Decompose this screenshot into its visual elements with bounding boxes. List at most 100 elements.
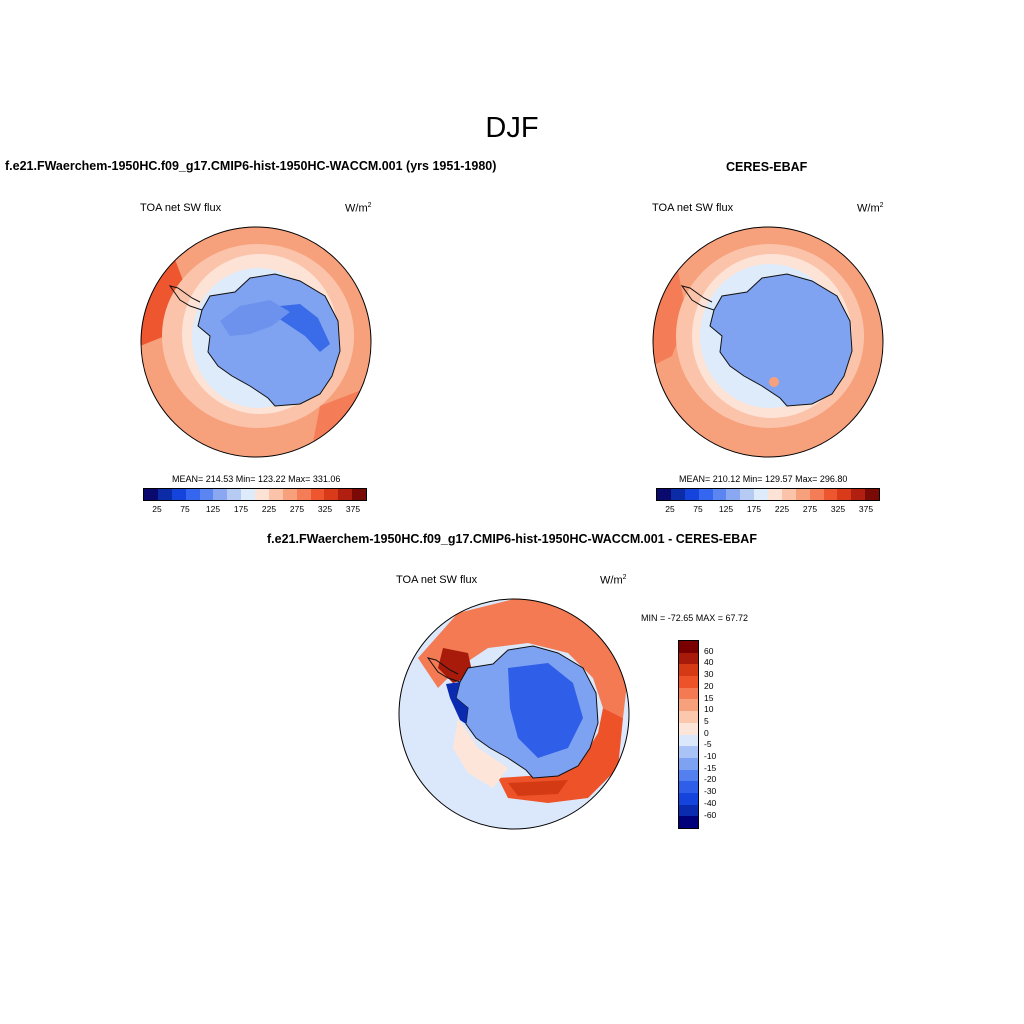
obs-colorbar-tick: 125 — [718, 504, 734, 514]
diff-colorbar-tick: -40 — [704, 797, 717, 808]
diff-colorbar-swatch — [679, 687, 698, 700]
model-colorbar-swatch — [185, 489, 200, 500]
diff-field-right-band — [498, 708, 623, 803]
model-colorbar-tick: 75 — [180, 504, 190, 514]
obs-variable-name: TOA net SW flux — [652, 202, 734, 214]
model-antarctica — [197, 273, 341, 407]
model-colorbar: 25 75 125 175 225 275 325 375 — [143, 488, 367, 515]
obs-colorbar-tick: 75 — [693, 504, 703, 514]
diff-colorbar-tick: -60 — [704, 809, 717, 820]
diff-colorbar-swatch — [679, 664, 698, 677]
obs-colorbar-tick: 375 — [858, 504, 874, 514]
obs-peninsula — [680, 285, 715, 311]
model-ice-mid — [220, 300, 290, 336]
model-colorbar-swatch — [296, 489, 311, 500]
obs-colorbar-tick: 25 — [665, 504, 675, 514]
diff-ice-deep — [508, 663, 583, 758]
obs-colorbar-swatch — [670, 489, 685, 500]
diff-minmax: MIN = -72.65 MAX = 67.72 — [641, 613, 749, 623]
diff-colorbar-swatch — [679, 711, 698, 723]
model-colorbar-tick: 125 — [205, 504, 221, 514]
model-colorbar-tick: 225 — [261, 504, 277, 514]
obs-colorbar-swatch — [684, 489, 699, 500]
obs-colorbar-swatch — [698, 489, 713, 500]
model-colorbar-tick: 275 — [289, 504, 305, 514]
diff-colorbar-tick: 0 — [704, 727, 709, 738]
diff-colorbar-tick: -30 — [704, 786, 717, 797]
obs-antarctica — [709, 273, 853, 407]
obs-colorbar-tick: 225 — [774, 504, 790, 514]
diff-colorbar-swatch — [679, 804, 698, 817]
diff-colorbar-swatch — [679, 722, 698, 735]
diff-map-border — [398, 598, 630, 830]
diff-colorbar-swatch — [679, 641, 698, 653]
model-colorbar-swatch — [268, 489, 283, 500]
obs-colorbar-swatch — [712, 489, 727, 500]
diff-colorbar-swatch — [679, 816, 698, 828]
obs-map-border — [652, 226, 884, 458]
model-variable-name: TOA net SW flux — [140, 202, 222, 214]
diff-polar-map — [398, 598, 630, 830]
diff-colorbar-tick: 10 — [704, 704, 714, 715]
obs-colorbar-tick: 325 — [830, 504, 846, 514]
obs-colorbar: 25 75 125 175 225 275 325 375 — [656, 488, 880, 515]
obs-colorbar-swatch — [837, 489, 852, 500]
model-colorbar-swatch — [171, 489, 186, 500]
diff-peninsula — [426, 657, 461, 683]
diff-colorbar-swatch — [679, 746, 698, 758]
model-colorbar-swatch — [144, 489, 158, 500]
diff-field-left-pink — [453, 718, 508, 788]
diff-field-top-band — [418, 599, 629, 718]
model-colorbar-swatch — [199, 489, 214, 500]
diff-colorbar-swatch — [679, 699, 698, 712]
model-colorbar-swatch — [324, 489, 339, 500]
diff-colorbar-tick: -5 — [704, 739, 712, 750]
model-colorbar-swatch — [338, 489, 353, 500]
diff-colorbar-swatch — [679, 757, 698, 770]
diff-colorbar-tick: -10 — [704, 751, 717, 761]
obs-units: W/m2 — [857, 202, 884, 215]
model-colorbar-swatch — [241, 489, 255, 500]
obs-colorbar-swatch — [851, 489, 866, 500]
obs-polar-map — [652, 226, 884, 458]
model-colorbar-swatch — [157, 489, 172, 500]
season-title: DJF — [485, 112, 539, 144]
model-colorbar-swatch — [310, 489, 325, 500]
diff-colorbar: 60 40 30 20 15 10 5 0 -5 -10 -15 -20 -30 -40 -60 — [678, 640, 716, 829]
model-panel-title: f.e21.FWaerchem-1950HC.f09_g17.CMIP6-his… — [5, 159, 497, 173]
diff-colorbar-swatch — [679, 792, 698, 805]
diff-colorbar-swatch — [679, 734, 698, 747]
obs-colorbar-swatch — [657, 489, 671, 500]
diff-colorbar-tick: -15 — [704, 762, 717, 773]
obs-colorbar-swatch — [809, 489, 824, 500]
obs-colorbar-swatch — [768, 489, 782, 500]
model-peninsula — [168, 285, 203, 311]
diff-colorbar-swatch — [679, 769, 698, 782]
obs-colorbar-tick: 175 — [746, 504, 762, 514]
diff-colorbar-tick: 40 — [704, 657, 714, 668]
obs-colorbar-swatch — [795, 489, 810, 500]
diff-units: W/m2 — [600, 574, 627, 587]
diff-colorbar-swatch — [679, 781, 698, 793]
model-colorbar-swatch — [352, 489, 366, 500]
model-colorbar-tick: 375 — [345, 504, 361, 514]
obs-colorbar-swatch — [781, 489, 796, 500]
model-colorbar-tick: 25 — [152, 504, 162, 514]
diff-colorbar-tick: 5 — [704, 715, 709, 726]
obs-stats: MEAN= 210.12 Min= 129.57 Max= 296.80 — [679, 474, 848, 484]
model-colorbar-tick: 325 — [317, 504, 333, 514]
diff-colorbar-tick: -20 — [704, 774, 717, 785]
obs-colorbar-swatch — [823, 489, 838, 500]
model-colorbar-swatch — [282, 489, 297, 500]
model-ice-core — [278, 304, 330, 352]
model-units: W/m2 — [345, 202, 372, 215]
model-map-border — [140, 226, 372, 458]
diff-field-hotspot-2 — [508, 780, 568, 796]
obs-panel-title: CERES-EBAF — [726, 160, 808, 174]
diff-variable-name: TOA net SW flux — [396, 574, 478, 586]
model-colorbar-swatch — [213, 489, 228, 500]
obs-colorbar-swatch — [726, 489, 741, 500]
model-polar-map — [140, 226, 372, 458]
model-colorbar-swatch — [255, 489, 269, 500]
obs-colorbar-swatch — [754, 489, 768, 500]
